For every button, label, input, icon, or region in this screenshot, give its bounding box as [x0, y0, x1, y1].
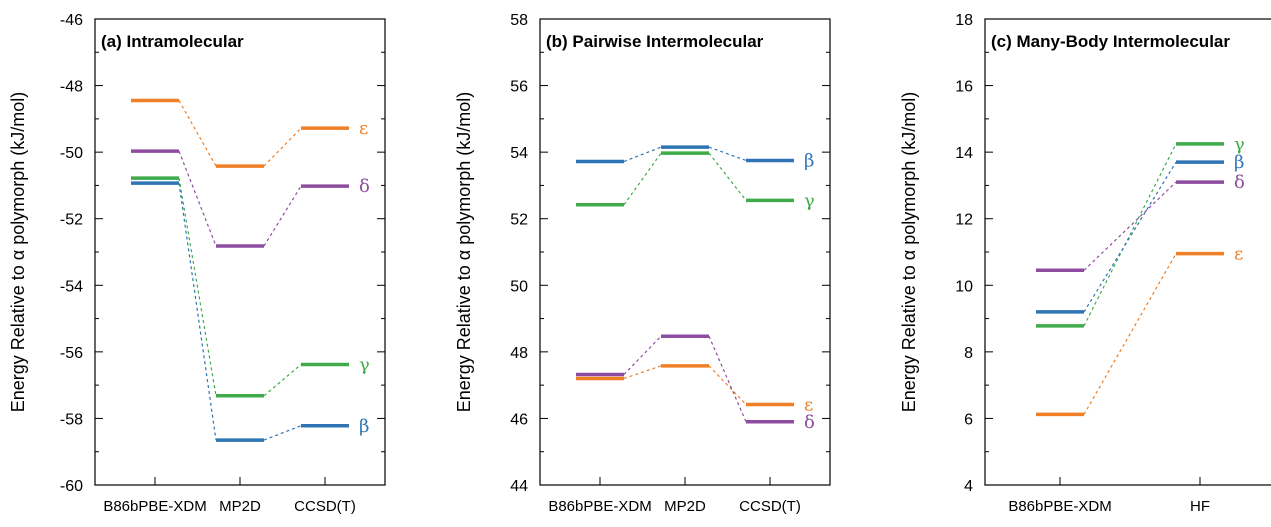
y-tick-label: 46 [510, 411, 528, 428]
x-tick-label: MP2D [664, 498, 706, 515]
x-tick-label: CCSD(T) [739, 498, 801, 515]
series-label: β [1234, 152, 1244, 173]
connector-line [708, 146, 747, 162]
x-tick-label: MP2D [219, 498, 261, 515]
y-tick-label: 54 [510, 145, 528, 162]
series-label: δ [1234, 172, 1245, 193]
plot-frame [94, 18, 386, 486]
connector-line [1083, 161, 1177, 313]
y-tick-label: 50 [510, 278, 528, 295]
y-axis-label: Energy Relative to α polymorph (kJ/mol) [454, 92, 474, 413]
series-label: γ [359, 355, 370, 376]
y-tick-label: 44 [510, 478, 528, 495]
series-γ: γ [576, 151, 815, 211]
y-tick-label: 16 [955, 79, 973, 96]
series-δ: δ [576, 334, 815, 433]
connector-line [1083, 181, 1177, 271]
series-label: γ [1234, 134, 1245, 155]
series-label: γ [804, 190, 815, 211]
connector-line [623, 335, 662, 375]
series-label: ε [804, 394, 813, 415]
series-label: ε [1234, 244, 1243, 265]
series-label: δ [359, 176, 370, 197]
connector-line [178, 100, 217, 167]
series-label: δ [804, 412, 815, 433]
series-γ: γ [1036, 134, 1245, 328]
panel-b: 44 46 48 50 52 54 56 58 B86bPBE-XDM MP2D CCSD(T) En… [454, 12, 831, 515]
y-tick-label: 56 [510, 79, 528, 96]
connector-line [623, 365, 662, 380]
series-label: ε [359, 118, 368, 139]
y-tick-label: 12 [955, 212, 973, 229]
y-tick-label: -56 [60, 345, 83, 362]
y-tick-label: 52 [510, 212, 528, 229]
series-label: β [804, 150, 814, 171]
y-tick-label: -50 [60, 145, 83, 162]
x-tick-label: B86bPBE-XDM [548, 498, 651, 515]
x-tick-label: HF [1190, 498, 1210, 515]
y-tick-label: 14 [955, 145, 973, 162]
y-tick-label: -54 [60, 278, 83, 295]
series-γ: γ [131, 176, 370, 398]
y-tick-label: 10 [955, 278, 973, 295]
series-ε: ε [131, 98, 368, 168]
series-β: β [1036, 152, 1244, 314]
connector-line [708, 152, 747, 201]
connector-line [623, 152, 662, 206]
y-axis-label: Energy Relative to α polymorph (kJ/mol) [899, 92, 919, 413]
series-label: β [359, 416, 369, 437]
series-β: β [131, 181, 369, 442]
y-tick-label: -46 [60, 12, 83, 29]
y-tick-label: 6 [964, 411, 973, 428]
panel-title: (b) Pairwise Intermolecular [546, 32, 764, 51]
x-tick-label: B86bPBE-XDM [1008, 498, 1111, 515]
series-ε: ε [1036, 244, 1243, 417]
connector-line [623, 146, 662, 163]
connector-line [708, 335, 747, 422]
connector-line [178, 183, 217, 441]
x-tick-label: CCSD(T) [294, 498, 356, 515]
connector-line [708, 365, 747, 405]
connector-line [178, 178, 217, 396]
series-δ: δ [1036, 172, 1245, 273]
y-tick-label: -48 [60, 79, 83, 96]
series-δ: δ [131, 149, 370, 248]
connector-line [1083, 253, 1177, 415]
connector-line [263, 425, 302, 441]
y-tick-label: 8 [964, 345, 973, 362]
connector-line [178, 150, 217, 247]
series-β: β [576, 145, 814, 171]
series-ε: ε [576, 364, 813, 415]
y-tick-label: 4 [964, 478, 973, 495]
connector-line [263, 185, 302, 247]
plot-frame [539, 18, 831, 486]
panel-title: (a) Intramolecular [101, 32, 244, 51]
panel-a: -60 -58 -56 -54 -52 -50 -48 -46 B86bPBE-XDM MP2D C… [8, 12, 386, 515]
y-tick-label: 18 [955, 12, 973, 29]
plot-frame [984, 18, 1271, 486]
y-axis-label: Energy Relative to α polymorph (kJ/mol) [8, 92, 28, 413]
connector-line [1083, 143, 1177, 327]
connector-line [263, 127, 302, 167]
panel-c: 4 6 8 10 12 14 16 18 B86bPBE-XDM HF Energy Relativ… [899, 12, 1271, 515]
y-tick-label: -60 [60, 478, 83, 495]
y-tick-label: 48 [510, 345, 528, 362]
y-tick-label: 58 [510, 12, 528, 29]
panel-title: (c) Many-Body Intermolecular [991, 32, 1230, 51]
y-tick-label: -52 [60, 212, 83, 229]
connector-line [263, 364, 302, 397]
y-tick-label: -58 [60, 411, 83, 428]
x-tick-label: B86bPBE-XDM [103, 498, 206, 515]
